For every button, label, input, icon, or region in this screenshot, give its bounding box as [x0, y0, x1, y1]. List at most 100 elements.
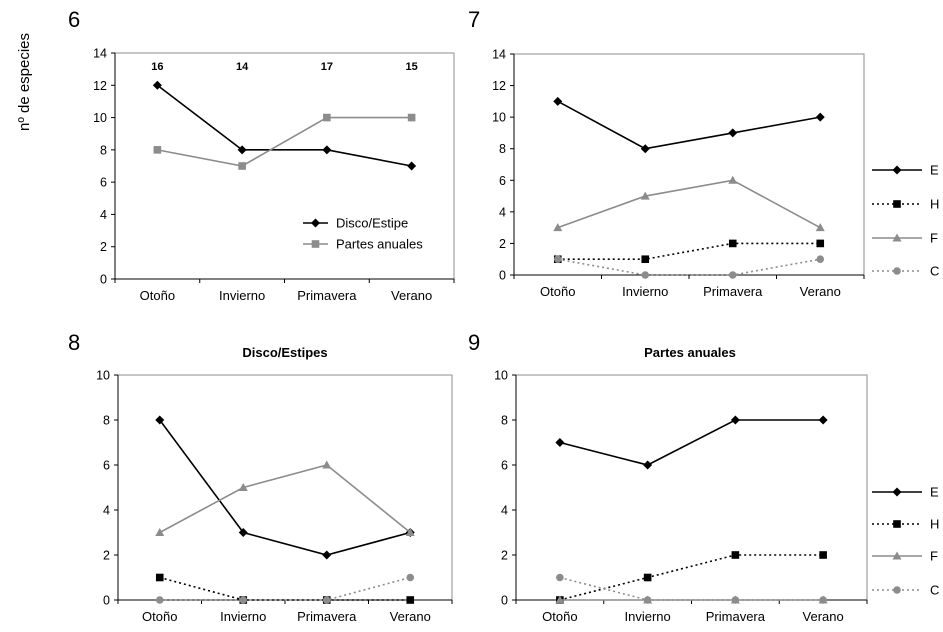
- series-line-h: [559, 554, 824, 601]
- series-line-f: [557, 179, 821, 229]
- y-tick-label: 2: [103, 549, 110, 563]
- data-point: [553, 96, 563, 106]
- legend-label: F: [930, 549, 938, 564]
- x-tick-label: Verano: [391, 288, 432, 303]
- data-point: [407, 161, 417, 171]
- data-point: [239, 596, 248, 604]
- data-point: [555, 438, 565, 447]
- data-point: [640, 144, 650, 154]
- legend-marker: [311, 240, 320, 248]
- y-tick-label: 6: [103, 459, 110, 473]
- data-point: [728, 271, 737, 279]
- chart-panel-8: 8 Disco/Estipes 0 2 4 6 8 10 Otoño Invierno Primav…: [68, 330, 453, 624]
- data-point: [405, 528, 415, 536]
- legend: E H F C: [872, 163, 939, 279]
- legend-label: C: [930, 264, 939, 279]
- legend-label: H: [930, 517, 939, 532]
- series-line-e: [159, 419, 411, 556]
- chart-panel-9: 9 Partes anuales 0 2 4 6 8 10 Otoño Invierno Prima…: [468, 330, 939, 624]
- y-tick-label: 8: [501, 414, 508, 428]
- x-tick-label: Invierno: [219, 288, 265, 303]
- x-tick-label: Verano: [390, 609, 431, 624]
- y-tick-label: 12: [492, 79, 506, 93]
- legend-marker: [893, 586, 901, 594]
- data-point: [816, 239, 825, 248]
- annotation-label: 17: [321, 61, 333, 73]
- x-tick-label: Otoño: [140, 288, 175, 303]
- series-line-c: [159, 576, 411, 601]
- x-tick-label: Otoño: [142, 609, 177, 624]
- x-tick-label: Otoño: [542, 609, 577, 624]
- data-point: [728, 128, 738, 138]
- annotation-label: 16: [151, 61, 163, 73]
- data-point: [238, 528, 248, 537]
- series-line-c: [557, 258, 821, 276]
- y-tick-label: 10: [492, 111, 506, 125]
- data-point: [553, 255, 562, 264]
- y-tick-label: 12: [93, 79, 107, 93]
- legend-marker: [892, 551, 902, 560]
- data-point: [406, 573, 415, 582]
- legend: E H F C: [872, 485, 939, 598]
- x-tick-label: Primavera: [297, 288, 357, 303]
- annotation-label: 14: [236, 61, 249, 73]
- y-tick-label: 10: [93, 111, 107, 125]
- y-tick-label: 10: [96, 369, 110, 383]
- data-point: [238, 162, 246, 170]
- data-point: [641, 255, 650, 264]
- data-point: [555, 595, 565, 604]
- data-point: [155, 528, 165, 536]
- legend-marker: [893, 267, 901, 275]
- panel-number: 9: [468, 330, 480, 355]
- data-point: [153, 146, 162, 154]
- data-point: [322, 460, 332, 469]
- y-tick-label: 4: [103, 504, 110, 518]
- y-tick-label: 6: [501, 459, 508, 473]
- data-point: [728, 175, 738, 184]
- panel-number: 7: [468, 7, 480, 32]
- y-axis-label: nº de especies: [16, 33, 33, 131]
- legend-label: H: [930, 197, 939, 212]
- data-point: [553, 223, 563, 232]
- data-point: [730, 415, 740, 425]
- series-line-f: [159, 464, 411, 534]
- chart-title: Disco/Estipes: [242, 345, 327, 360]
- y-tick-label: 10: [494, 369, 508, 383]
- x-tick-label: Primavera: [703, 284, 763, 299]
- data-point: [819, 551, 827, 559]
- x-tick-label: Otoño: [540, 284, 575, 299]
- y-tick-label: 4: [501, 504, 508, 518]
- series-line-partes-anuales: [157, 116, 412, 167]
- chart-title: Partes anuales: [644, 345, 736, 360]
- y-tick-label: 6: [499, 174, 506, 188]
- data-point: [640, 191, 650, 200]
- data-point: [643, 460, 653, 470]
- legend-marker: [892, 165, 902, 175]
- series-line-e: [557, 100, 821, 150]
- y-tick-label: 0: [499, 269, 506, 283]
- chart-panel-7: 7 0 2 4 6 8 10 12 14 Otoño Invierno Primavera Verano…: [468, 7, 939, 299]
- series-line-e: [559, 419, 824, 466]
- data-point: [731, 551, 740, 559]
- plot-area: [513, 53, 865, 276]
- panel-number: 8: [68, 330, 80, 355]
- legend-marker: [893, 200, 901, 208]
- legend: Disco/Estipe Partes anuales: [303, 216, 423, 252]
- data-point: [816, 255, 825, 264]
- y-tick-label: 4: [499, 205, 506, 219]
- y-tick-label: 0: [501, 594, 508, 608]
- y-tick-label: 2: [499, 237, 506, 251]
- data-point: [815, 112, 825, 122]
- panel-number: 6: [68, 7, 80, 32]
- data-point: [323, 113, 331, 122]
- legend-label: E: [930, 485, 939, 500]
- data-point: [818, 415, 828, 425]
- x-tick-label: Primavera: [706, 609, 766, 624]
- y-tick-label: 0: [103, 594, 110, 608]
- data-point: [641, 271, 650, 279]
- plot-area: [117, 374, 453, 601]
- y-tick-label: 2: [100, 240, 107, 254]
- y-tick-label: 8: [103, 414, 110, 428]
- legend-marker: [311, 218, 320, 228]
